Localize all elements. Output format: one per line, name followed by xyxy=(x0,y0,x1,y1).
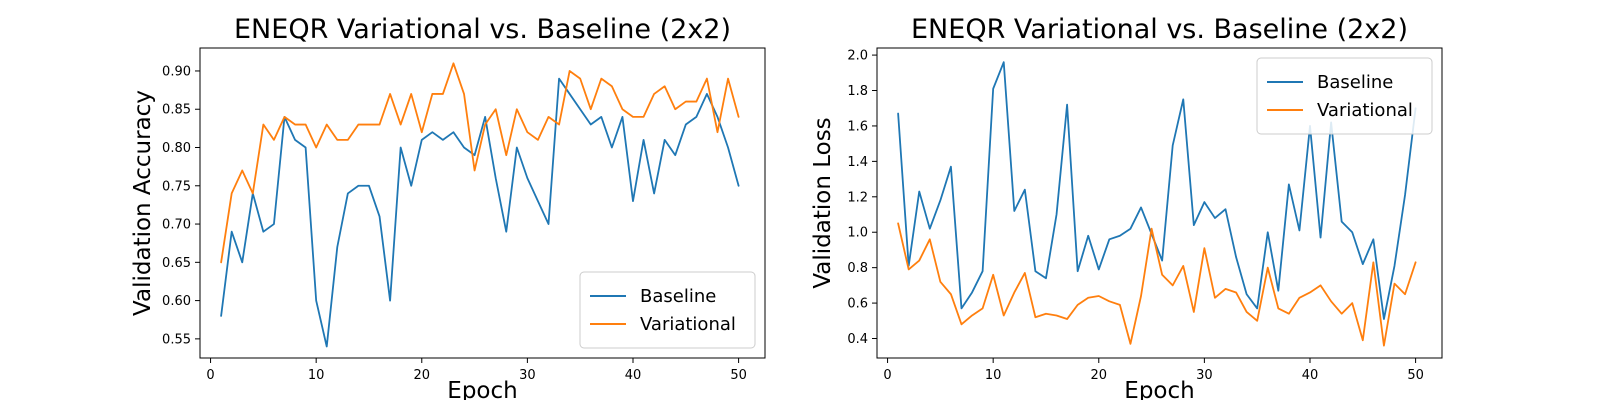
plot-frame xyxy=(199,47,766,359)
x-tick-label: 10 xyxy=(985,368,1002,383)
x-tick-label: 0 xyxy=(883,368,891,383)
x-tick-label: 20 xyxy=(414,368,431,383)
y-tick-label: 0.70 xyxy=(162,218,191,233)
y-tick-label: 1.8 xyxy=(847,84,868,99)
series-line-baseline xyxy=(897,61,1417,320)
legend-box xyxy=(1256,57,1433,135)
x-tick-label: 20 xyxy=(1091,368,1108,383)
legend-box xyxy=(579,271,756,349)
loss-chart: ENEQR Variational vs. Baseline (2x2) 0 10 2… xyxy=(810,14,1443,400)
x-tick-label: 40 xyxy=(1302,368,1319,383)
x-axis-label: Epoch xyxy=(1124,378,1194,400)
y-tick-label: 0.85 xyxy=(162,103,191,118)
y-axis-label: Validation Accuracy xyxy=(130,90,156,316)
y-tick-label: 0.55 xyxy=(162,332,191,347)
accuracy-chart: ENEQR Variational vs. Baseline (2x2) 0 10 2… xyxy=(130,14,766,400)
y-tick-label: 1.6 xyxy=(847,119,868,134)
y-tick-label: 0.8 xyxy=(847,261,868,276)
chart-title: ENEQR Variational vs. Baseline (2x2) xyxy=(234,14,731,45)
y-tick-label: 1.2 xyxy=(847,190,868,205)
y-tick-label: 2.0 xyxy=(847,49,868,64)
legend: Baseline Variational xyxy=(579,271,756,349)
y-tick-label: 1.0 xyxy=(847,226,868,241)
plot-frame xyxy=(876,47,1443,359)
x-tick-label: 50 xyxy=(1407,368,1424,383)
legend: Baseline Variational xyxy=(1256,57,1433,135)
x-tick-label: 30 xyxy=(1196,368,1213,383)
y-tick-label: 0.90 xyxy=(162,64,191,79)
x-tick-label: 0 xyxy=(206,368,214,383)
series-line-baseline xyxy=(220,77,740,348)
y-tick-label: 0.80 xyxy=(162,141,191,156)
x-tick-label: 30 xyxy=(519,368,536,383)
legend-label-variational: Variational xyxy=(1317,100,1413,121)
y-tick-label: 0.6 xyxy=(847,297,868,312)
y-tick-label: 0.60 xyxy=(162,294,191,309)
x-tick-label: 50 xyxy=(730,368,747,383)
series-line-variational xyxy=(897,222,1417,347)
legend-label-baseline: Baseline xyxy=(640,286,716,307)
series-group xyxy=(220,62,740,348)
y-tick-label: 0.65 xyxy=(162,256,191,271)
y-tick-label: 0.75 xyxy=(162,179,191,194)
x-axis-label: Epoch xyxy=(447,378,517,400)
series-line-variational xyxy=(220,62,740,264)
chart-title: ENEQR Variational vs. Baseline (2x2) xyxy=(911,14,1408,45)
y-tick-label: 1.4 xyxy=(847,155,868,170)
legend-label-baseline: Baseline xyxy=(1317,72,1393,93)
series-group xyxy=(897,61,1417,347)
legend-label-variational: Variational xyxy=(640,314,736,335)
x-tick-label: 40 xyxy=(625,368,642,383)
y-axis-label: Validation Loss xyxy=(810,117,836,288)
y-tick-label: 0.4 xyxy=(847,332,868,347)
x-tick-label: 10 xyxy=(308,368,325,383)
